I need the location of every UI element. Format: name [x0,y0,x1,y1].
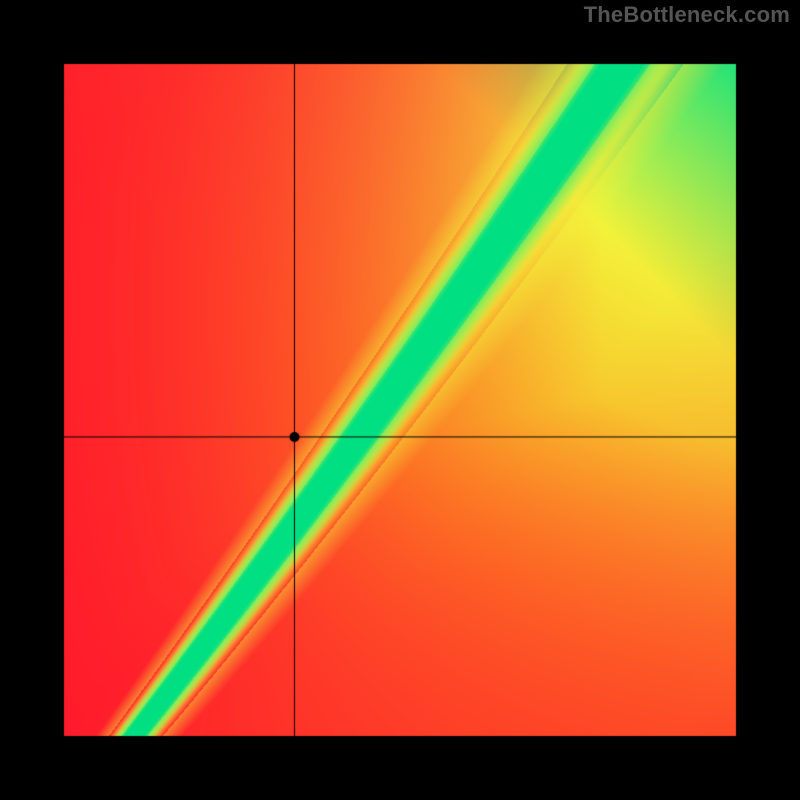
chart-container: TheBottleneck.com [0,0,800,800]
watermark-text: TheBottleneck.com [584,2,790,28]
heatmap-canvas [0,0,800,800]
